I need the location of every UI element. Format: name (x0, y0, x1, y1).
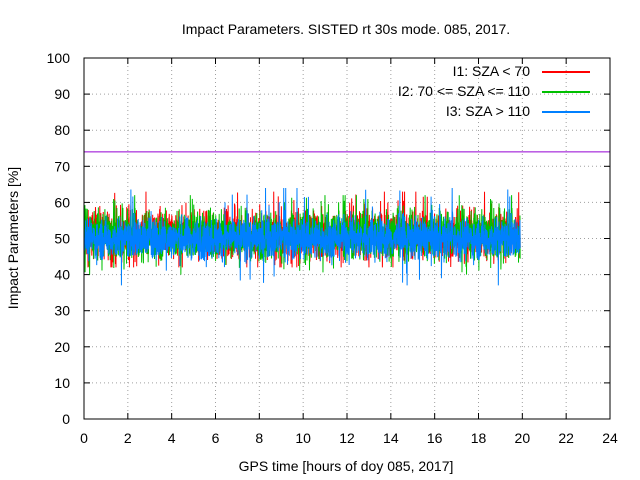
y-tick-label: 90 (54, 86, 70, 102)
y-tick-label: 40 (54, 267, 70, 283)
legend: I1: SZA < 70 I2: 70 <= SZA <= 110 I3: SZA … (398, 63, 590, 119)
y-tick-label: 30 (54, 303, 70, 319)
y-tick-label: 10 (54, 375, 70, 391)
y-axis-label: Impact Parameters [%] (5, 167, 21, 309)
y-tick-label: 70 (54, 158, 70, 174)
series-layer (83, 187, 521, 286)
x-tick-label: 20 (515, 430, 531, 446)
y-tick-label: 60 (54, 194, 70, 210)
x-tick-label: 4 (168, 430, 176, 446)
x-tick-label: 12 (339, 430, 355, 446)
axis-ticks: 0 2 4 6 8 10 12 14 16 18 20 22 240102030405060708090… (47, 50, 618, 446)
x-tick-label: 10 (295, 430, 311, 446)
y-tick-label: 100 (47, 50, 71, 66)
x-tick-label: 16 (427, 430, 443, 446)
series-line-3 (83, 187, 521, 286)
x-tick-label: 8 (255, 430, 263, 446)
chart-title: Impact Parameters. SISTED rt 30s mode. 0… (182, 21, 510, 37)
y-tick-label: 50 (54, 231, 70, 247)
x-tick-label: 6 (212, 430, 220, 446)
x-tick-label: 2 (124, 430, 132, 446)
x-tick-label: 22 (558, 430, 574, 446)
plot-frame (83, 57, 611, 420)
x-axis-label: GPS time [hours of doy 085, 2017] (239, 458, 454, 474)
x-tick-label: 24 (602, 430, 618, 446)
legend-label-3: I3: SZA > 110 (446, 103, 530, 119)
legend-label-1: I1: SZA < 70 (453, 63, 531, 79)
y-tick-label: 0 (62, 411, 70, 427)
x-tick-label: 14 (383, 430, 399, 446)
y-tick-label: 20 (54, 339, 70, 355)
x-tick-label: 18 (471, 430, 487, 446)
x-tick-label: 0 (80, 430, 88, 446)
legend-label-2: I2: 70 <= SZA <= 110 (398, 83, 530, 99)
y-tick-label: 80 (54, 122, 70, 138)
